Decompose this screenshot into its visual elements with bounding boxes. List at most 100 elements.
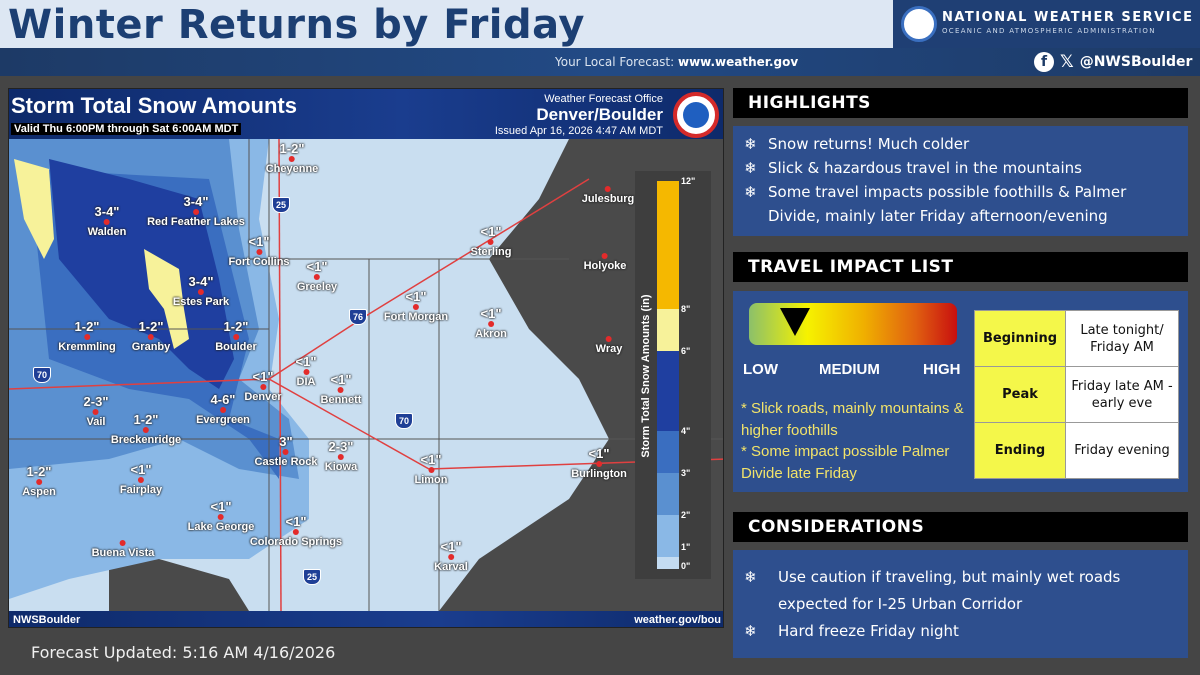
highlight-text: Snow returns! Much colder [768,135,970,153]
snowflake-icon: ❄ [744,135,757,153]
city-label: <1" Greeley [297,260,337,293]
city-name: Breckenridge [110,434,182,446]
city-label: <1" Colorado Springs [250,515,342,548]
city-dot-icon [120,540,126,546]
snow-amount: <1" [285,514,307,529]
table-row: Beginning Late tonight/ Friday AM [974,310,1179,367]
snow-amount: 3-4" [188,274,214,289]
office-label: Weather Forecast Office [544,93,663,105]
city-label: 4-6" Evergreen [196,393,250,426]
legend-tick: 2" [681,510,691,520]
legend-swatch [657,309,679,351]
city-dot-icon [595,461,602,467]
city-dot-icon [338,454,344,460]
city-label: <1" DIA [296,355,317,388]
noaa-logo-icon [901,6,937,42]
city-name: Bennett [320,394,362,406]
city-dot-icon [303,369,309,375]
consideration-item: ❄ Hard freeze Friday night [733,618,1188,645]
interstate-shield-icon: 70 [395,413,413,429]
city-name: Vail [86,416,106,428]
city-name: Lake George [187,521,255,533]
city-name: Castle Rock [254,456,318,468]
highlight-item: ❄ Snow returns! Much colder [733,132,1188,156]
legend-tick: 6" [681,346,691,356]
city-name: Limon [414,474,448,486]
city-name: Fairplay [119,484,163,496]
city-dot-icon [601,253,608,259]
city-name: DIA [296,376,316,388]
city-name: Akron [475,328,507,340]
social-handle[interactable]: @NWSBoulder [1079,54,1193,70]
legend-swatch [657,351,679,431]
city-label: 1-2" Granby [132,320,171,353]
city-label: <1" Fairplay [120,463,162,496]
city-label: <1" Bennett [321,373,362,406]
city-name: Holyoke [583,260,627,272]
subheader-bar [0,48,1200,76]
city-name: Fort Morgan [383,311,449,323]
snowflake-icon: ❄ [744,622,757,640]
city-label: <1" Akron [475,307,507,340]
snow-amount: <1" [588,446,610,461]
city-dot-icon [412,304,419,310]
travel-impact-box: LOW MEDIUM HIGH * Slick roads, mainly mo… [733,291,1188,492]
snow-amount: 1-2" [279,141,305,156]
city-label: Buena Vista [92,539,154,559]
timing-label: Peak [974,366,1066,423]
legend-tick: 0" [681,561,691,571]
city-label: 1-2" Cheyenne [266,142,319,175]
city-dot-icon [605,336,612,342]
legend-tick: 8" [681,304,691,314]
table-row: Ending Friday evening [974,422,1179,479]
city-dot-icon [337,387,344,393]
considerations-header: CONSIDERATIONS [733,512,1188,542]
snow-6-8-west [14,159,54,259]
snow-amount: <1" [330,372,352,387]
highlight-item: ❄ Slick & hazardous travel in the mountai… [733,156,1188,180]
snow-amount: <1" [306,259,328,274]
snowflake-icon: ❄ [744,568,757,586]
city-dot-icon [220,407,226,413]
city-name: Karval [434,561,468,573]
city-label: 3" Castle Rock [255,435,318,468]
legend-swatch [657,557,679,569]
nws-banner [893,0,1200,48]
x-icon[interactable]: 𝕏 [1060,52,1074,72]
legend-tick: 12" [681,176,696,186]
city-dot-icon [84,334,90,340]
city-label: <1" Sterling [471,225,512,258]
snowflake-icon: ❄ [744,159,757,177]
impact-note: * Some impact possible Palmer Divide lat… [741,443,950,482]
city-dot-icon [104,219,110,225]
city-label: <1" Fort Collins [228,235,289,268]
city-name: Red Feather Lakes [147,216,245,228]
legend-swatch [657,473,679,515]
snow-amount: 4-6" [210,392,236,407]
snow-amount: 3" [279,434,293,449]
level-high: HIGH [923,361,961,378]
interstate-shield-icon: 25 [272,197,290,213]
impact-note: * Slick roads, mainly mountains & higher… [741,400,964,439]
city-name: Kremmling [58,341,116,353]
table-row: Peak Friday late AM - early eve [974,366,1179,423]
snow-amount: 1-2" [138,319,164,334]
nws-seal-icon [673,92,719,138]
agency-name: NATIONAL WEATHER SERVICE [942,10,1194,25]
highlights-header: HIGHLIGHTS [733,88,1188,118]
city-label: <1" Fort Morgan [384,290,448,323]
timing-label: Ending [974,422,1066,479]
city-name: Wray [595,343,623,355]
snowflake-icon: ❄ [744,183,757,201]
snow-amount: <1" [420,452,442,467]
city-label: 2-3" Vail [84,395,109,428]
snow-amount: <1" [405,289,427,304]
travel-impact-header: TRAVEL IMPACT LIST [733,252,1188,282]
legend-swatch [657,181,679,309]
local-forecast-link[interactable]: www.weather.gov [678,55,799,69]
facebook-icon[interactable]: f [1034,52,1054,72]
issued-time: Issued Apr 16, 2026 4:47 AM MDT [494,125,663,137]
snow-amount: 1-2" [26,464,52,479]
city-label: 3-4" Estes Park [173,275,229,308]
city-dot-icon [428,467,434,473]
